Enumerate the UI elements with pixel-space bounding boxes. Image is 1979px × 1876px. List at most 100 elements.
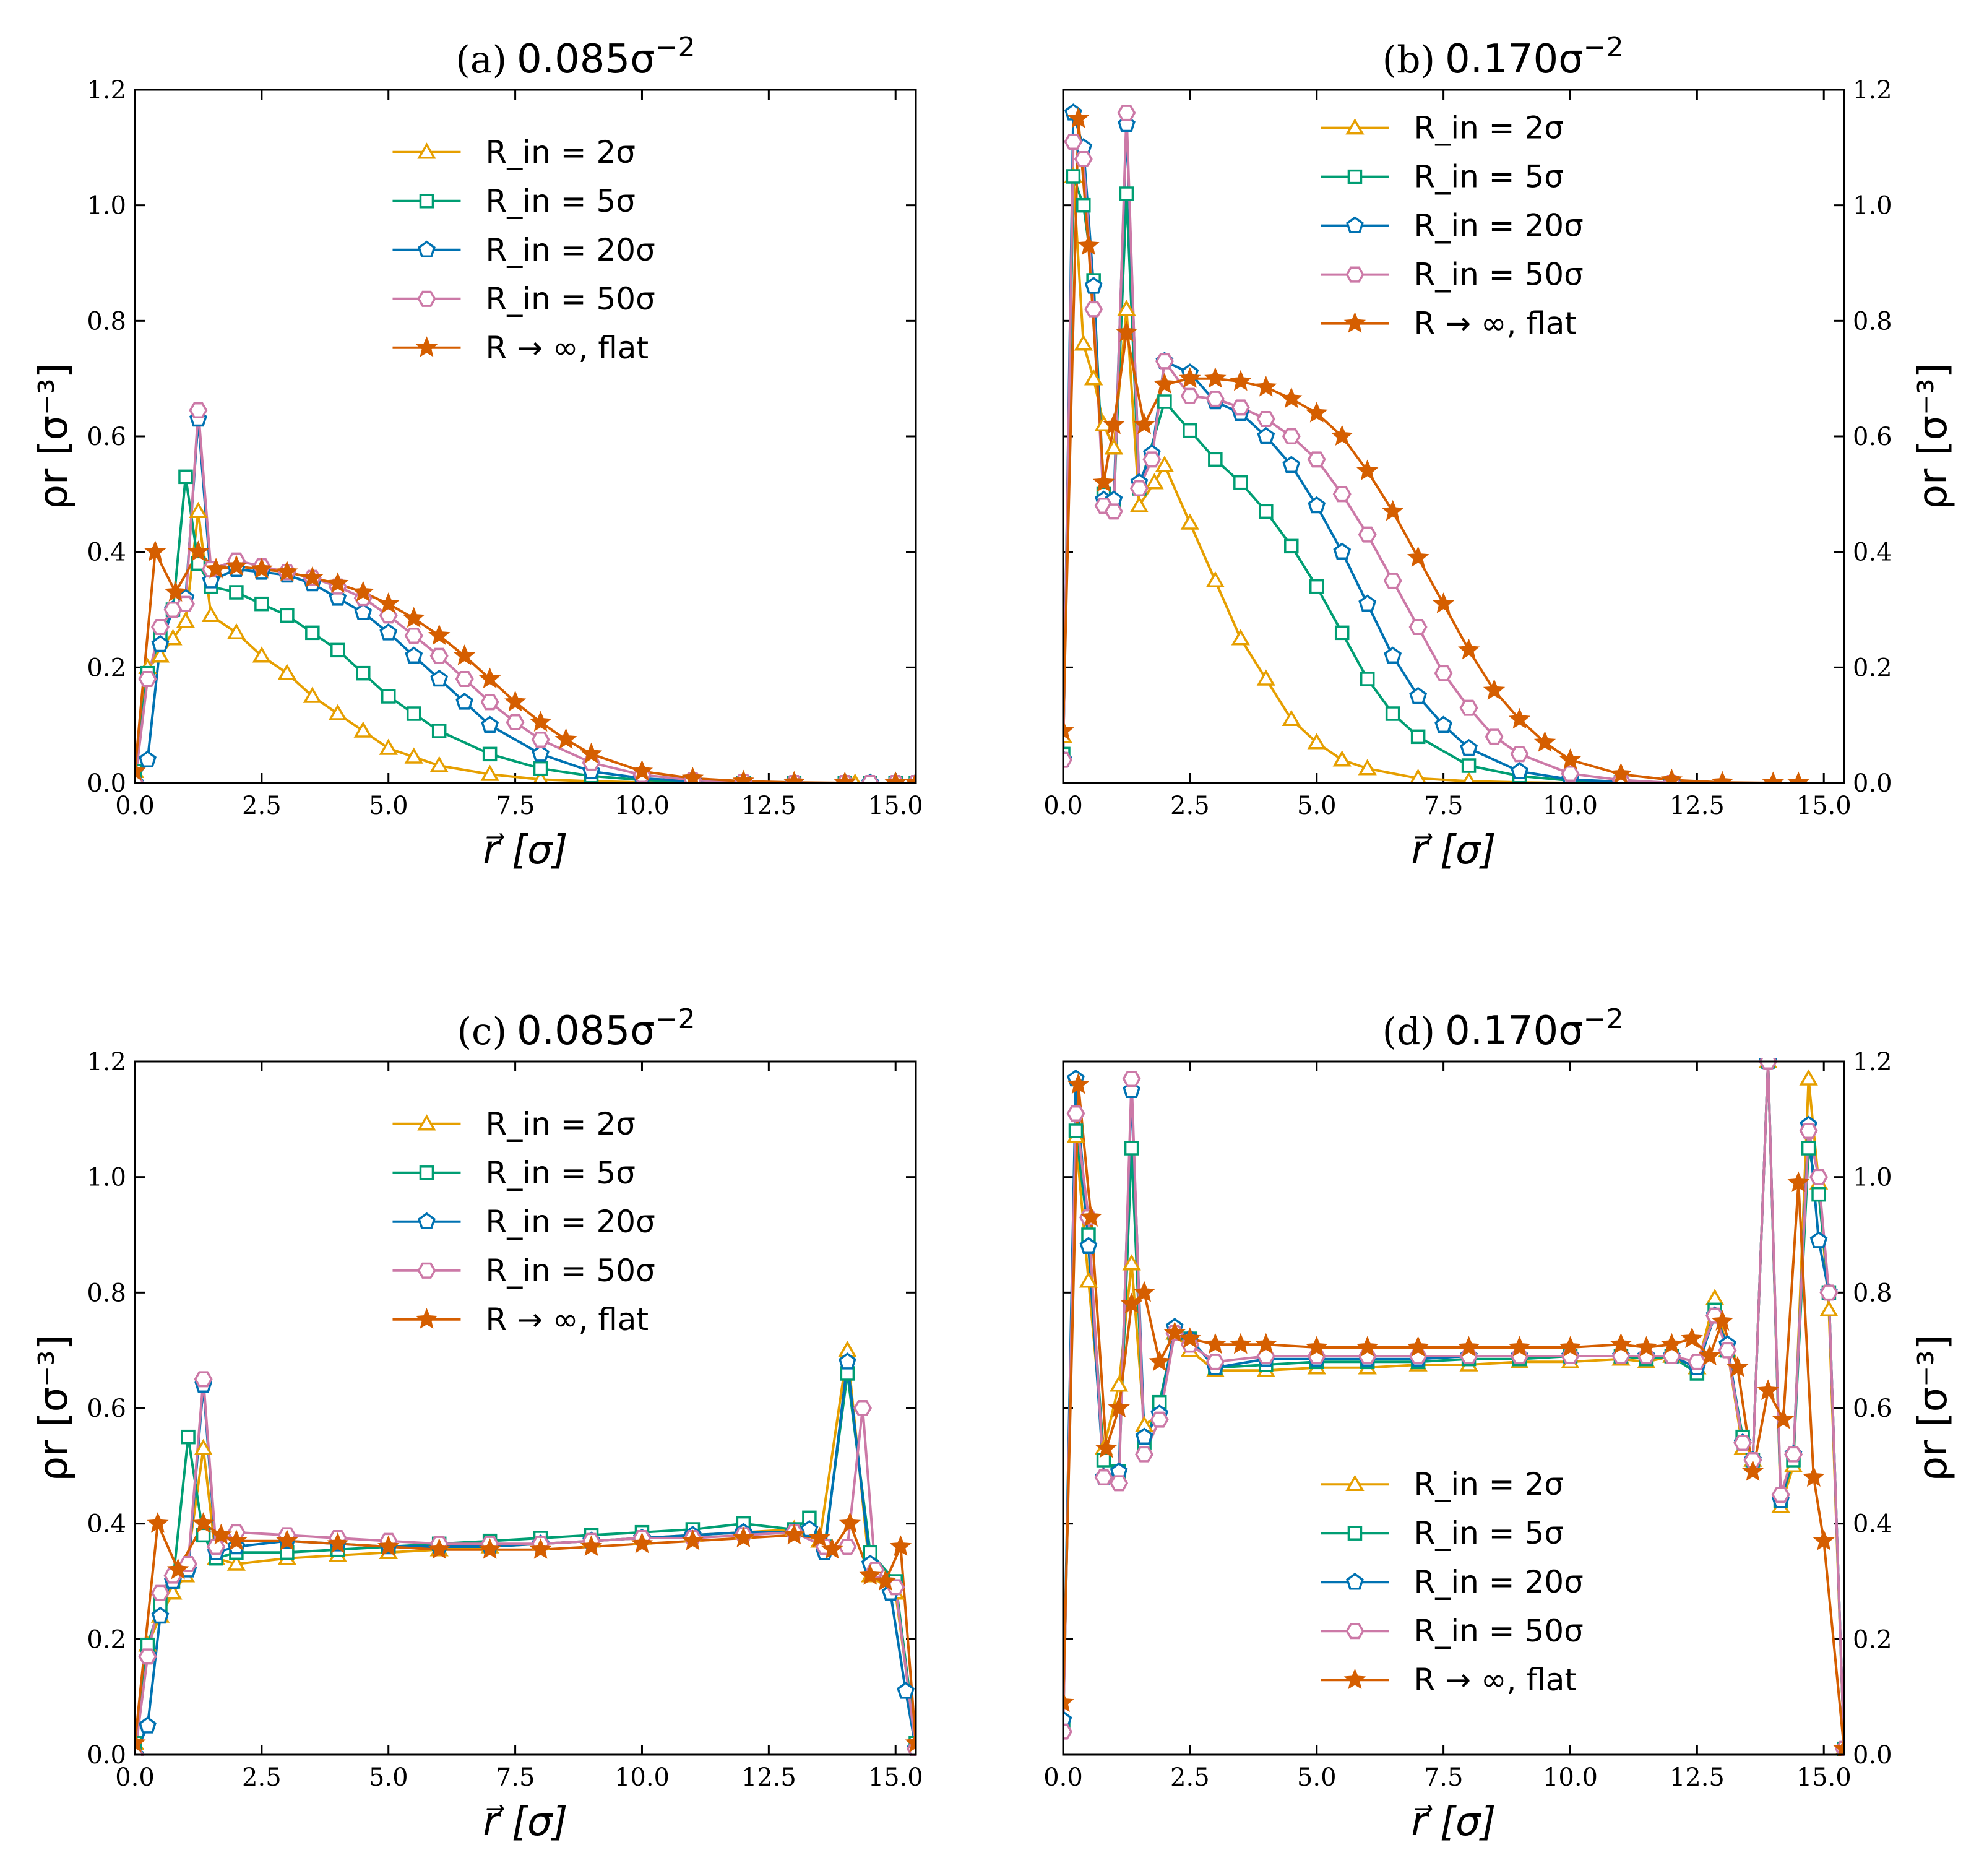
panel-title: 0.085σ−2 <box>517 1003 696 1054</box>
data-point-triangle <box>201 605 221 623</box>
y-tick-label: 0.6 <box>1853 1394 1892 1423</box>
data-point-square <box>1233 475 1248 490</box>
data-point-square <box>196 1528 211 1543</box>
data-point-hexagon <box>531 731 550 748</box>
legend-marker-square <box>419 1165 434 1180</box>
data-point-star <box>327 1532 349 1554</box>
data-point-triangle <box>1129 496 1149 512</box>
panel-d: (d) 0.170σ−20.0 2.5 5.0 7.5 10.0 12.5 15.00.00.… <box>1043 1003 1956 1845</box>
data-point-pentagon <box>1257 426 1275 444</box>
y-tick-label: 0.8 <box>87 307 126 335</box>
data-point-star <box>1103 413 1125 434</box>
data-point-star <box>681 1529 704 1550</box>
legend-marker-hexagon <box>417 290 436 307</box>
data-point-star <box>276 560 298 582</box>
data-point-star <box>1356 1336 1379 1357</box>
legend-label: R_in = 20σ <box>1413 208 1583 244</box>
data-point-star <box>1711 1310 1733 1331</box>
data-point-square <box>1076 197 1091 213</box>
data-point-hexagon <box>1122 1070 1141 1087</box>
data-point-star <box>1077 234 1100 255</box>
data-point-pentagon <box>1358 594 1377 612</box>
x-tick-label: 0.0 <box>1043 1763 1083 1792</box>
legend-label: R → ∞, flat <box>1413 306 1577 342</box>
data-point-star <box>164 581 187 602</box>
legend-marker-square <box>419 194 434 209</box>
x-tick-label: 2.5 <box>1170 792 1210 820</box>
data-point-star <box>1163 1321 1186 1342</box>
y-axis-label: ρr [σ⁻³] <box>1910 363 1956 509</box>
legend-marker-triangle <box>417 142 436 159</box>
data-point-triangle <box>1145 473 1164 490</box>
x-tick-label: 15.0 <box>1796 792 1852 820</box>
legend-label: R_in = 2σ <box>1413 110 1564 146</box>
data-point-square <box>181 1429 196 1445</box>
data-point-hexagon <box>429 647 449 664</box>
data-point-star <box>1787 771 1809 784</box>
data-point-star <box>580 1535 603 1556</box>
y-axis-label: ρr [σ⁻³] <box>31 1334 77 1481</box>
data-point-star <box>1230 370 1252 391</box>
data-point-triangle <box>1079 1271 1098 1288</box>
data-point-triangle <box>1282 709 1301 727</box>
data-point-star <box>1331 425 1353 446</box>
data-point-pentagon <box>1460 738 1478 756</box>
data-point-triangle <box>226 623 246 640</box>
data-point-star <box>1458 638 1480 660</box>
data-point-star <box>631 1532 653 1554</box>
data-point-triangle <box>1332 750 1352 767</box>
legend-label: R_in = 2σ <box>485 1106 636 1142</box>
legend-marker-square <box>1347 169 1363 184</box>
data-point-hexagon <box>404 627 423 644</box>
data-point-hexagon <box>1332 486 1352 503</box>
data-point-hexagon <box>194 1371 213 1388</box>
x-tick-label: 7.5 <box>496 1763 535 1792</box>
data-point-star <box>839 1512 861 1533</box>
legend-marker-pentagon <box>418 240 436 258</box>
data-point-hexagon <box>455 670 474 688</box>
legend-marker-triangle <box>1345 1474 1365 1491</box>
data-point-pentagon <box>139 750 157 767</box>
data-point-hexagon <box>150 618 170 636</box>
data-point-pentagon <box>800 1519 819 1537</box>
data-point-star <box>1610 763 1632 784</box>
data-point-hexagon <box>138 670 157 688</box>
data-point-square <box>1119 186 1134 201</box>
x-tick-label: 7.5 <box>496 792 535 820</box>
data-point-pentagon <box>1409 686 1428 704</box>
y-tick-label: 0.0 <box>1853 1741 1892 1770</box>
legend-marker-hexagon <box>417 1262 436 1279</box>
data-point-star <box>1255 376 1277 397</box>
data-point-star <box>905 1731 916 1753</box>
x-tick-label: 12.5 <box>741 1763 796 1792</box>
x-tick-label: 15.0 <box>1796 1763 1852 1792</box>
data-point-star <box>1787 1171 1809 1193</box>
data-point-star <box>1483 679 1506 700</box>
data-point-pentagon <box>354 603 373 620</box>
data-point-star <box>1813 1529 1835 1550</box>
series-line-square <box>135 1372 916 1744</box>
x-axis-label: r⃗ [σ] <box>1411 1799 1496 1845</box>
data-point-pentagon <box>1079 1237 1098 1254</box>
data-point-star <box>1533 731 1556 752</box>
data-point-pentagon <box>151 1606 170 1624</box>
data-point-star <box>1381 499 1404 521</box>
x-tick-label: 0.0 <box>115 1763 155 1792</box>
y-tick-label: 0.0 <box>1853 769 1892 798</box>
legend-label: R_in = 20σ <box>485 232 655 268</box>
x-tick-label: 15.0 <box>868 1763 923 1792</box>
y-tick-label: 0.8 <box>87 1279 126 1307</box>
data-point-star <box>225 555 248 576</box>
data-point-triangle <box>1231 629 1250 646</box>
data-point-pentagon <box>1434 715 1453 733</box>
data-point-hexagon <box>506 714 525 731</box>
data-point-star <box>504 690 527 712</box>
data-point-star <box>859 1564 881 1585</box>
data-point-triangle <box>1117 300 1136 316</box>
data-point-star <box>1757 1379 1779 1400</box>
data-point-hexagon <box>1510 746 1529 763</box>
data-point-hexagon <box>1135 1446 1154 1463</box>
y-tick-label: 1.2 <box>87 76 126 105</box>
legend-label: R_in = 50σ <box>485 1253 655 1289</box>
data-point-star <box>1727 1356 1749 1377</box>
